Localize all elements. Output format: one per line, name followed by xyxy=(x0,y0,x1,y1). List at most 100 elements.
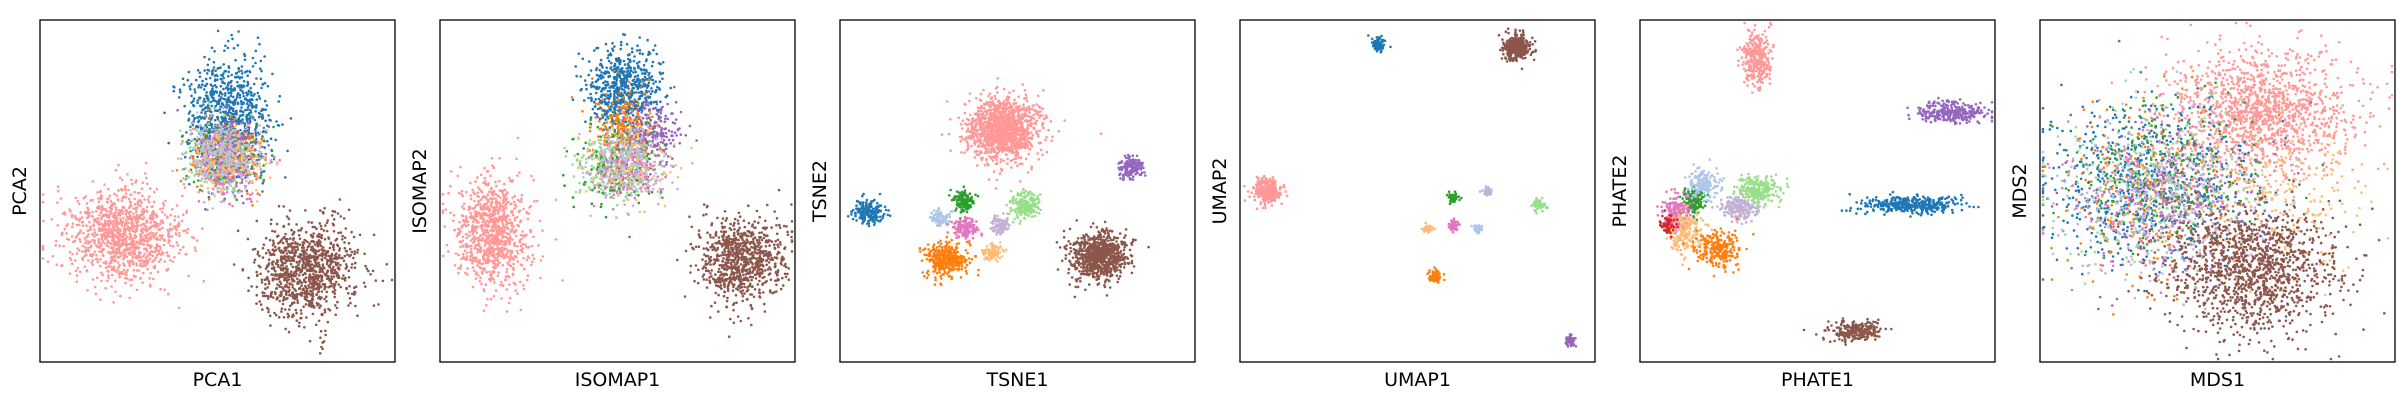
scatter-point xyxy=(181,177,185,180)
scatter-point xyxy=(486,253,490,257)
scatter-point xyxy=(114,290,117,294)
scatter-point xyxy=(478,248,481,251)
scatter-point xyxy=(304,209,307,212)
scatter-point xyxy=(200,149,203,153)
scatter-point xyxy=(98,246,102,249)
scatter-point xyxy=(321,282,325,286)
scatter-point xyxy=(79,229,82,232)
scatter-point xyxy=(266,275,269,279)
scatter-point xyxy=(129,233,132,237)
scatter-point xyxy=(214,69,217,73)
scatter-point xyxy=(255,302,258,305)
scatter-point xyxy=(235,71,239,75)
scatter-point xyxy=(204,84,207,87)
scatter-point xyxy=(506,221,510,225)
scatter-point xyxy=(147,244,150,247)
scatter-point xyxy=(522,256,525,260)
scatter-point xyxy=(140,259,143,263)
scatter-point xyxy=(335,263,339,267)
scatter-point xyxy=(189,87,192,91)
scatter-point xyxy=(312,279,316,283)
scatter-point xyxy=(511,211,514,214)
scatter-point xyxy=(222,199,226,202)
scatter-point xyxy=(139,233,143,236)
scatter-point xyxy=(463,249,467,253)
scatter-point xyxy=(215,134,218,138)
scatter-point xyxy=(304,286,308,289)
scatter-point xyxy=(138,250,141,254)
scatter-point xyxy=(106,241,109,244)
scatter-point xyxy=(117,251,120,254)
scatter-point xyxy=(521,230,524,233)
scatter-point xyxy=(190,94,193,98)
scatter-point xyxy=(257,95,261,98)
scatter-point xyxy=(118,209,121,212)
scatter-point xyxy=(227,150,230,154)
scatter-point xyxy=(328,246,332,250)
scatter-point xyxy=(132,222,135,226)
scatter-point xyxy=(166,215,169,219)
scatter-point xyxy=(250,167,253,170)
scatter-point xyxy=(499,283,502,287)
scatter-point xyxy=(87,229,91,232)
scatter-point xyxy=(188,85,191,88)
scatter-point xyxy=(183,155,187,159)
scatter-point xyxy=(167,238,171,242)
scatter-point xyxy=(133,244,136,247)
scatter-point xyxy=(483,176,487,180)
scatter-point xyxy=(300,291,304,295)
scatter-point xyxy=(495,199,498,203)
scatter-point xyxy=(242,139,246,143)
scatter-point xyxy=(500,189,504,192)
scatter-point xyxy=(271,266,275,270)
scatter-point xyxy=(239,181,242,185)
scatter-point xyxy=(499,196,502,199)
scatter-point xyxy=(271,229,274,233)
scatter-point xyxy=(119,219,122,222)
scatter-point xyxy=(225,191,229,194)
scatter-point xyxy=(278,246,281,250)
scatter-point xyxy=(242,201,245,205)
scatter-point xyxy=(256,252,260,256)
scatter-point xyxy=(248,119,252,122)
scatter-point xyxy=(179,90,182,94)
scatter-point xyxy=(495,184,498,188)
scatter-point xyxy=(157,249,161,253)
scatter-point xyxy=(261,135,264,138)
scatter-point xyxy=(343,241,346,244)
scatter-point xyxy=(486,223,490,226)
scatter-point xyxy=(286,281,289,284)
scatter-point xyxy=(277,242,280,245)
scatter-point xyxy=(319,244,323,248)
scatter-point xyxy=(254,188,258,192)
scatter-point xyxy=(152,258,156,262)
scatter-point xyxy=(251,140,254,144)
scatter-point xyxy=(101,229,104,232)
scatter-point xyxy=(258,124,262,127)
scatter-point xyxy=(229,94,233,98)
scatter-point xyxy=(144,256,148,260)
scatter-point xyxy=(493,242,497,245)
scatter-point xyxy=(297,324,301,328)
scatter-point xyxy=(146,267,149,271)
scatter-point xyxy=(296,299,299,302)
scatter-point xyxy=(258,193,262,197)
scatter-point xyxy=(330,261,333,265)
scatter-point xyxy=(119,245,123,248)
scatter-point xyxy=(205,172,208,176)
scatter-point xyxy=(471,266,475,269)
scatter-point xyxy=(332,243,335,247)
scatter-point xyxy=(459,245,462,249)
scatter-point xyxy=(295,319,299,322)
scatter-point xyxy=(255,98,258,101)
scatter-point xyxy=(129,201,132,204)
scatter-point xyxy=(304,272,307,276)
scatter-point xyxy=(517,224,520,228)
scatter-point xyxy=(330,253,334,257)
scatter-point xyxy=(285,268,289,272)
scatter-point xyxy=(129,203,133,207)
scatter-point xyxy=(223,145,226,148)
scatter-point xyxy=(184,167,187,170)
scatter-point xyxy=(215,100,219,103)
scatter-point xyxy=(101,273,104,277)
